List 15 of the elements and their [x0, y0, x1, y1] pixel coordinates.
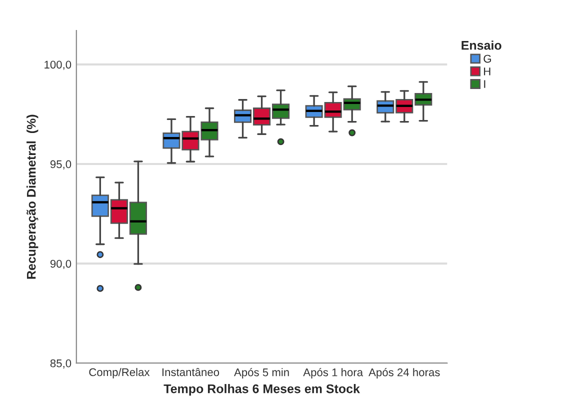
y-axis-title: Recuperação Diametral (%) [26, 114, 38, 279]
y-tick-label: 90,0 [50, 260, 72, 270]
x-tick-label: Após 24 horas [368, 368, 440, 378]
y-tick-label: 95,0 [50, 160, 72, 170]
legend-label: G [484, 54, 491, 63]
x-tick-label: Após 5 min [234, 368, 289, 378]
legend-label: H [484, 68, 490, 76]
legend-title: Ensaio [462, 40, 502, 50]
y-tick-label: 85,0 [50, 359, 72, 369]
x-tick-label: Comp/Relax [89, 368, 150, 378]
x-tick-label: Após 1 hora [303, 368, 364, 378]
y-tick-label: 100,0 [44, 60, 72, 70]
x-axis-title: Tempo Rolhas 6 Meses em Stock [164, 384, 360, 396]
x-tick-label: Instantâneo [162, 368, 220, 376]
legend-label: I [484, 80, 486, 88]
